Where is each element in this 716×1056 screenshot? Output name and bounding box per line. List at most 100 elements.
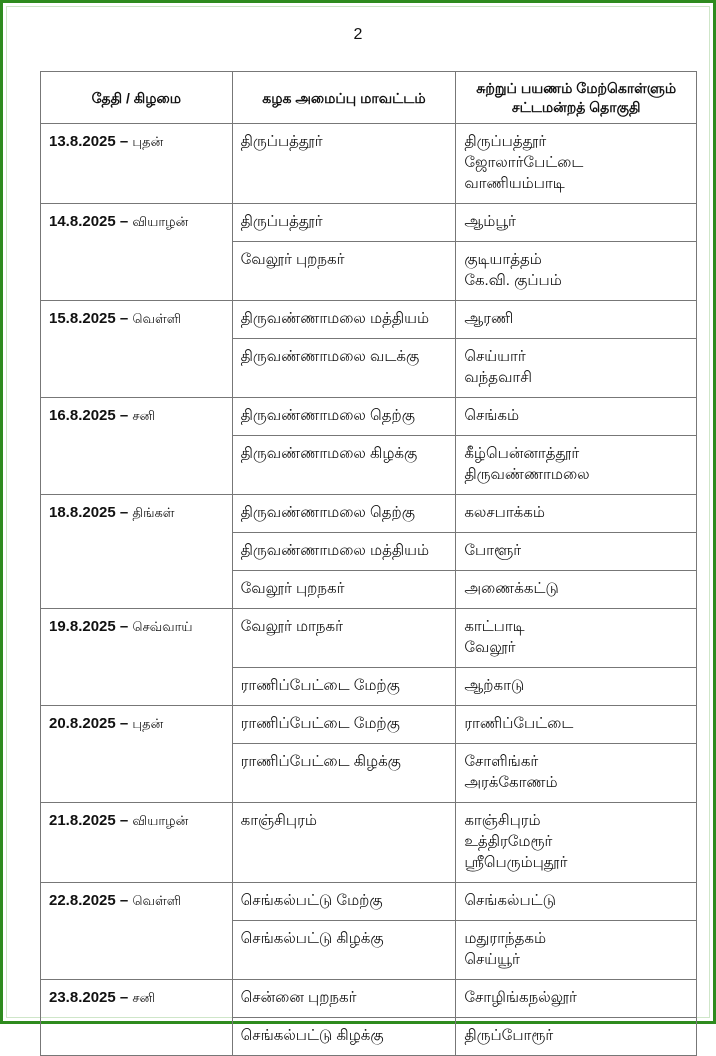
constituency-cell: சோளிங்கர் அரக்கோணம் — [455, 743, 697, 803]
constituency: ஸ்ரீபெரும்புதூர் — [464, 854, 568, 871]
district-cell: வேலூர் புறநகர் — [231, 570, 457, 609]
weekday: புதன் — [132, 134, 164, 149]
district-cell: செங்கல்பட்டு கிழக்கு — [231, 920, 457, 980]
constituency: ஆரணி — [464, 310, 514, 327]
table-row: 15.8.2025 – வெள்ளி திருவண்ணாமலை மத்தியம் ஆ… — [40, 300, 697, 398]
page-number: 2 — [353, 26, 363, 43]
district-cell: செங்கல்பட்டு கிழக்கு — [231, 1017, 457, 1056]
constituency: ஆம்பூர் — [464, 213, 516, 230]
constituency: செய்யூர் — [464, 951, 520, 968]
header-district: கழக அமைப்பு மாவட்டம் — [231, 71, 457, 124]
date: 16.8.2025 – — [49, 407, 129, 424]
district-cell: ராணிப்பேட்டை மேற்கு — [231, 705, 457, 744]
date-cell: 22.8.2025 – வெள்ளி — [40, 882, 233, 980]
district-cell: ராணிப்பேட்டை கிழக்கு — [231, 743, 457, 803]
district-cell: திருவண்ணாமலை கிழக்கு — [231, 435, 457, 495]
constituency: கலசபாக்கம் — [464, 504, 545, 521]
constituency: வந்தவாசி — [464, 369, 533, 386]
table-row: 18.8.2025 – திங்கள் திருவண்ணாமலை தெற்கு கல… — [40, 494, 697, 609]
date: 20.8.2025 – — [49, 715, 129, 732]
constituency-cell: அணைக்கட்டு — [455, 570, 697, 609]
constituency-cell: காட்பாடி வேலூர் — [455, 608, 697, 668]
constituency-cell: மதுராந்தகம் செய்யூர் — [455, 920, 697, 980]
constituency: கே.வி. குப்பம் — [464, 272, 562, 289]
constituency-cell: காஞ்சிபுரம் உத்திரமேரூர் ஸ்ரீபெரும்புதூர் — [455, 802, 697, 883]
constituency-cell: திருப்போரூர் — [455, 1017, 697, 1056]
constituency-cell: போளூர் — [455, 532, 697, 571]
table-row: ராணிப்பேட்டை கிழக்கு சோளிங்கர் அரக்கோணம் — [41, 743, 697, 803]
constituency: ஜோலார்பேட்டை — [464, 154, 584, 171]
constituency-cell: ராணிப்பேட்டை — [455, 705, 697, 744]
date-cell: 16.8.2025 – சனி — [40, 397, 233, 495]
table-row: 20.8.2025 – புதன் ராணிப்பேட்டை மேற்கு ராணி… — [40, 705, 697, 803]
constituency: செய்யார் — [464, 348, 526, 365]
date: 22.8.2025 – — [49, 892, 129, 909]
table-row: 13.8.2025 – புதன் திருப்பத்தூர் திருப்பத்த… — [40, 123, 697, 204]
constituency: செங்கல்பட்டு — [464, 892, 556, 909]
constituency: கீழ்பென்னாத்தூர் — [464, 445, 580, 462]
district-cell: திருப்பத்தூர் — [231, 123, 457, 204]
weekday: செவ்வாய் — [132, 619, 193, 634]
date-cell: 21.8.2025 – வியாழன் — [40, 802, 233, 883]
constituency: குடியாத்தம் — [464, 251, 542, 268]
district-cell: ராணிப்பேட்டை மேற்கு — [231, 667, 457, 706]
constituency: திருப்போரூர் — [464, 1027, 554, 1044]
date: 19.8.2025 – — [49, 618, 129, 635]
constituency: அரக்கோணம் — [464, 774, 558, 791]
date: 15.8.2025 – — [49, 310, 129, 327]
date: 14.8.2025 – — [49, 213, 129, 230]
district-cell: வேலூர் மாநகர் — [231, 608, 457, 668]
constituency-cell: கலசபாக்கம் — [455, 494, 697, 533]
date-cell: 20.8.2025 – புதன் — [40, 705, 233, 803]
table-row: வேலூர் புறநகர் அணைக்கட்டு — [41, 570, 697, 609]
weekday: வியாழன் — [132, 214, 189, 229]
table-row: 14.8.2025 – வியாழன் திருப்பத்தூர் ஆம்பூர் — [40, 203, 697, 301]
tour-schedule-table: தேதி / கிழமை கழக அமைப்பு மாவட்டம் சுற்று… — [40, 71, 697, 1056]
table-row: திருவண்ணாமலை வடக்கு செய்யார் வந்தவாசி — [41, 338, 697, 398]
constituency-cell: ஆற்காடு — [455, 667, 697, 706]
date-cell: 13.8.2025 – புதன் — [40, 123, 233, 204]
district-cell: திருவண்ணாமலை தெற்கு — [231, 397, 457, 436]
constituency: சோளிங்கர் — [464, 753, 539, 770]
date-cell: 23.8.2025 – சனி — [40, 979, 233, 1056]
constituency-cell: திருப்பத்தூர் ஜோலார்பேட்டை வாணியம்பாடி — [455, 123, 697, 204]
date: 13.8.2025 – — [49, 133, 129, 150]
constituency-cell: ஆம்பூர் — [455, 203, 697, 242]
constituency: வேலூர் — [464, 639, 516, 656]
table-row: செங்கல்பட்டு கிழக்கு மதுராந்தகம் செய்யூர் — [41, 920, 697, 980]
constituency: உத்திரமேரூர் — [464, 833, 553, 850]
weekday: திங்கள் — [132, 505, 175, 520]
constituency: ராணிப்பேட்டை — [464, 715, 574, 732]
constituency: ஆற்காடு — [464, 677, 525, 694]
table-header-row: தேதி / கிழமை கழக அமைப்பு மாவட்டம் சுற்று… — [40, 71, 697, 124]
date: 23.8.2025 – — [49, 989, 129, 1006]
weekday: சனி — [132, 408, 156, 423]
table-row: 23.8.2025 – சனி சென்னை புறநகர் சோழிங்கநல்ல… — [40, 979, 697, 1056]
table-row: 21.8.2025 – வியாழன் காஞ்சிபுரம் காஞ்சிபுரம… — [40, 802, 697, 883]
district-cell: காஞ்சிபுரம் — [231, 802, 457, 883]
district-cell: திருவண்ணாமலை தெற்கு — [231, 494, 457, 533]
constituency: திருவண்ணாமலை — [464, 466, 590, 483]
constituency-cell: செய்யார் வந்தவாசி — [455, 338, 697, 398]
table-row: 19.8.2025 – செவ்வாய் வேலூர் மாநகர் காட்பாட… — [40, 608, 697, 706]
date-cell: 18.8.2025 – திங்கள் — [40, 494, 233, 609]
date: 21.8.2025 – — [49, 812, 129, 829]
table-row: 22.8.2025 – வெள்ளி செங்கல்பட்டு மேற்கு செங… — [40, 882, 697, 980]
header-constituency: சுற்றுப் பயணம் மேற்கொள்ளும் சட்டமன்றத் த… — [455, 71, 697, 124]
district-cell: செங்கல்பட்டு மேற்கு — [231, 882, 457, 921]
district-cell: வேலூர் புறநகர் — [231, 241, 457, 301]
constituency: அணைக்கட்டு — [464, 580, 559, 597]
district-cell: திருவண்ணாமலை வடக்கு — [231, 338, 457, 398]
constituency: திருப்பத்தூர் — [464, 133, 547, 150]
constituency-cell: கீழ்பென்னாத்தூர் திருவண்ணாமலை — [455, 435, 697, 495]
constituency: போளூர் — [464, 542, 522, 559]
constituency-cell: செங்கல்பட்டு — [455, 882, 697, 921]
header-date-day: தேதி / கிழமை — [40, 71, 233, 124]
constituency: மதுராந்தகம் — [464, 930, 547, 947]
constituency-cell: ஆரணி — [455, 300, 697, 339]
district-cell: சென்னை புறநகர் — [231, 979, 457, 1018]
constituency: காட்பாடி — [464, 618, 525, 635]
date-cell: 14.8.2025 – வியாழன் — [40, 203, 233, 301]
constituency: வாணியம்பாடி — [464, 175, 565, 192]
weekday: வியாழன் — [132, 813, 189, 828]
